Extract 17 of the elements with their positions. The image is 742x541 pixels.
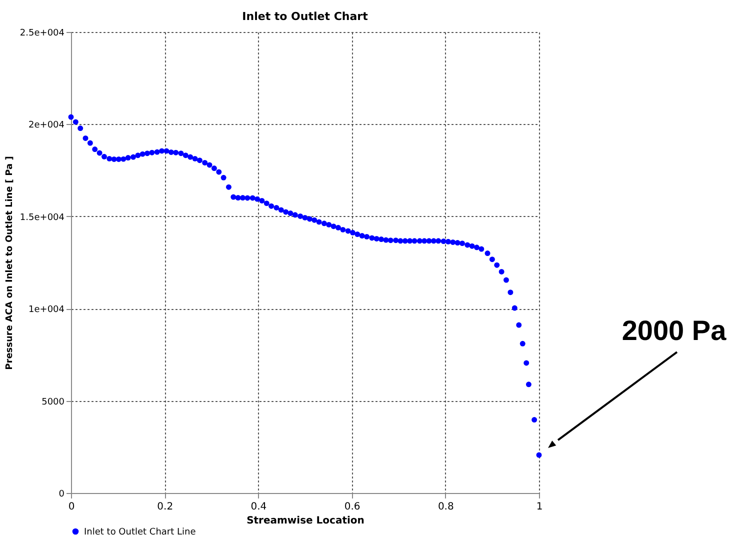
- y-axis-title: Pressure ACA on Inlet to Outlet Line [ Pa ]: [4, 156, 15, 370]
- legend-label: Inlet to Outlet Chart Line: [84, 528, 196, 538]
- x-tick-label: 0.6: [344, 502, 360, 512]
- x-tick-label: 0.4: [250, 502, 267, 512]
- y-tick-label: 1e+004: [28, 305, 65, 316]
- y-tick-label: 5000: [42, 397, 65, 408]
- y-tick-label: 1.5e+004: [20, 212, 65, 223]
- chart-title: Inlet to Outlet Chart: [242, 10, 368, 23]
- x-axis-title: Streamwise Location: [246, 516, 364, 526]
- y-tick-label: 0: [58, 490, 65, 500]
- x-tick-label: 0: [68, 502, 75, 512]
- text: 2000 Pa: [622, 315, 727, 346]
- y-tick-label: 2e+004: [28, 120, 65, 131]
- x-tick-label: 1: [536, 502, 543, 512]
- x-tick-label: 0.8: [438, 502, 454, 512]
- y-tick-label: 2.5e+004: [20, 28, 65, 38]
- x-tick-label: 0.2: [157, 502, 174, 512]
